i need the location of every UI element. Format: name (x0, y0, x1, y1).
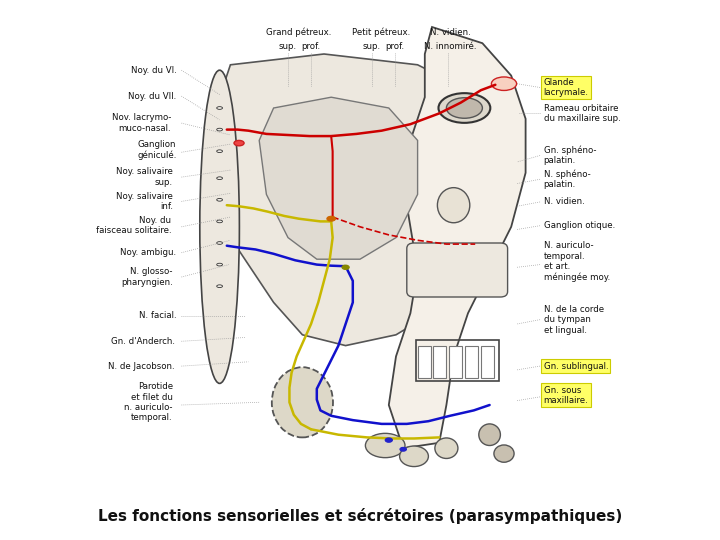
Ellipse shape (217, 128, 222, 131)
Ellipse shape (438, 93, 490, 123)
Ellipse shape (366, 433, 405, 458)
Ellipse shape (491, 77, 516, 90)
Text: Ganglion
géniculé.: Ganglion géniculé. (137, 140, 176, 160)
Text: Parotide
et filet du
n. auriculо-
temporal.: Parotide et filet du n. auriculо- tempor… (125, 382, 173, 422)
FancyBboxPatch shape (407, 243, 508, 297)
Text: N. innomiré.: N. innomiré. (424, 42, 476, 51)
Polygon shape (389, 27, 526, 448)
Ellipse shape (446, 98, 482, 118)
Text: Glande
lacrymale.: Glande lacrymale. (544, 78, 589, 97)
Text: N. vidien.: N. vidien. (430, 28, 470, 37)
Text: sup.: sup. (362, 42, 381, 51)
Text: Nov. lacrymо-
muco-nasal.: Nov. lacrymо- muco-nasal. (112, 113, 171, 133)
Text: prof.: prof. (302, 42, 320, 51)
Ellipse shape (435, 438, 458, 458)
Bar (465, 346, 478, 378)
Bar (433, 346, 446, 378)
Ellipse shape (217, 198, 222, 201)
Ellipse shape (217, 220, 222, 223)
Ellipse shape (271, 367, 333, 437)
Text: Noy. ambigu.: Noy. ambigu. (120, 248, 176, 257)
Text: sup.: sup. (279, 42, 297, 51)
Ellipse shape (234, 140, 244, 146)
Text: N. auriculo-
temporal.
et art.
méningée moy.: N. auriculo- temporal. et art. méningée … (544, 241, 610, 282)
Text: Gn. d'Anderch.: Gn. d'Anderch. (111, 337, 175, 346)
Text: Noy. du VII.: Noy. du VII. (128, 92, 176, 100)
Ellipse shape (385, 438, 392, 442)
Text: Petit pétreux.: Petit pétreux. (353, 27, 410, 37)
Ellipse shape (479, 424, 500, 446)
Text: Les fonctions sensorielles et sécrétoires (parasympathiques): Les fonctions sensorielles et sécrétoire… (98, 508, 622, 524)
Ellipse shape (438, 187, 470, 222)
Text: Noy. salivaire
inf.: Noy. salivaire inf. (116, 192, 173, 211)
Text: Ganglion otique.: Ganglion otique. (544, 221, 615, 230)
Bar (418, 346, 431, 378)
Ellipse shape (217, 241, 222, 244)
Text: N. glosso-
pharyngien.: N. glosso- pharyngien. (121, 267, 173, 287)
Ellipse shape (327, 216, 336, 221)
Ellipse shape (217, 106, 222, 109)
Text: Gn. sublingual.: Gn. sublingual. (544, 362, 608, 370)
Text: Grand pétreux.: Grand pétreux. (266, 27, 331, 37)
Text: Noy. salivaire
sup.: Noy. salivaire sup. (116, 167, 173, 187)
Ellipse shape (199, 70, 239, 383)
Text: Noy. du VI.: Noy. du VI. (130, 66, 176, 75)
Polygon shape (259, 97, 418, 259)
Ellipse shape (217, 285, 222, 287)
Bar (449, 346, 462, 378)
Ellipse shape (217, 150, 222, 152)
Bar (481, 346, 494, 378)
Text: N. vidien.: N. vidien. (544, 198, 585, 206)
Text: Gn. sous
maxillaire.: Gn. sous maxillaire. (544, 386, 588, 405)
Ellipse shape (342, 265, 349, 269)
Text: N. facial.: N. facial. (139, 312, 176, 320)
Text: N. de Jacobson.: N. de Jacobson. (107, 362, 174, 370)
Text: N. de la corde
du tympan
et lingual.: N. de la corde du tympan et lingual. (544, 305, 604, 335)
Text: Noy. du
faisceau solitaire.: Noy. du faisceau solitaire. (96, 216, 171, 235)
Text: prof.: prof. (385, 42, 404, 51)
Polygon shape (209, 54, 504, 346)
Text: Gn. sphéno-
palatin.: Gn. sphéno- palatin. (544, 146, 596, 165)
Ellipse shape (217, 177, 222, 179)
Ellipse shape (400, 446, 428, 467)
Text: N. sphéno-
palatin.: N. sphéno- palatin. (544, 170, 590, 189)
Ellipse shape (400, 447, 407, 451)
Text: Rameau orbitaire
du maxillaire sup.: Rameau orbitaire du maxillaire sup. (544, 104, 621, 123)
Ellipse shape (217, 263, 222, 266)
Ellipse shape (494, 445, 514, 462)
